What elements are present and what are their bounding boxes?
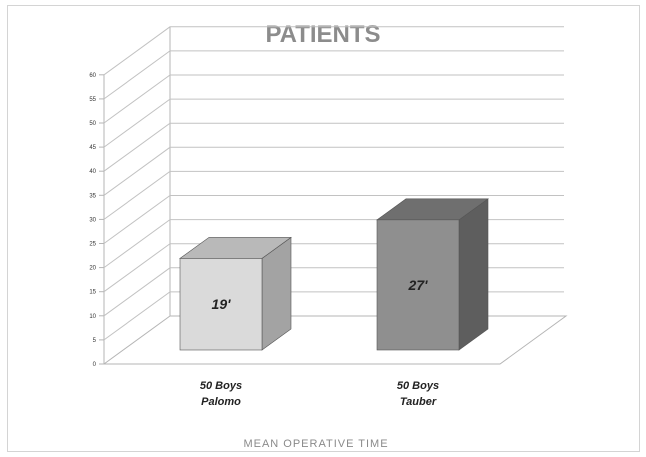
y-tick-label: 30 [89, 217, 96, 223]
y-tick-label: 60 [89, 73, 96, 79]
y-tick-label: 10 [89, 314, 96, 320]
category-label-line: 50 Boys [397, 380, 439, 392]
gridlines [102, 26, 568, 365]
gridline [103, 98, 564, 148]
y-tick-label: 45 [89, 145, 96, 151]
bars: 19' 27' [179, 198, 489, 351]
gridline [103, 170, 564, 220]
bar-front-face [179, 258, 263, 351]
bar-2: 27' [376, 198, 489, 351]
y-tick-label: 55 [89, 97, 96, 103]
y-tick-label: 20 [89, 266, 96, 272]
bar-1: 19' [179, 236, 292, 351]
gridline [103, 146, 564, 196]
bar-data-label: 19' [212, 296, 232, 312]
x-axis-label: MEAN OPERATIVE TIME [243, 438, 388, 450]
y-tick-label: 15 [89, 290, 96, 296]
chart-title: PATIENTS [265, 21, 380, 48]
bar-front-face [376, 219, 460, 351]
floor [102, 315, 568, 365]
y-tick-label: 50 [89, 121, 96, 127]
gridline [103, 122, 564, 172]
y-tick-label: 5 [93, 338, 97, 344]
category-label-2: 50 Boys Tauber [397, 380, 439, 408]
chart-frame [7, 5, 640, 452]
category-labels: 50 Boys Palomo 50 Boys Tauber [200, 380, 439, 408]
y-axis-ticks: 0 5 10 15 20 25 30 35 40 45 50 55 60 [89, 73, 104, 368]
gridline [103, 50, 564, 100]
y-tick-label: 0 [93, 362, 97, 368]
y-tick-label: 35 [89, 193, 96, 199]
category-label-line: Tauber [400, 396, 437, 408]
category-label-1: 50 Boys Palomo [200, 380, 242, 408]
gridline [103, 74, 564, 124]
category-label-line: 50 Boys [200, 380, 242, 392]
y-tick-label: 40 [89, 169, 96, 175]
bar-data-label: 27' [408, 277, 429, 293]
gridline [103, 195, 564, 244]
gridline [103, 26, 564, 76]
y-tick-label: 25 [89, 242, 96, 248]
bar-side-face [458, 198, 489, 351]
category-label-line: Palomo [201, 396, 241, 408]
